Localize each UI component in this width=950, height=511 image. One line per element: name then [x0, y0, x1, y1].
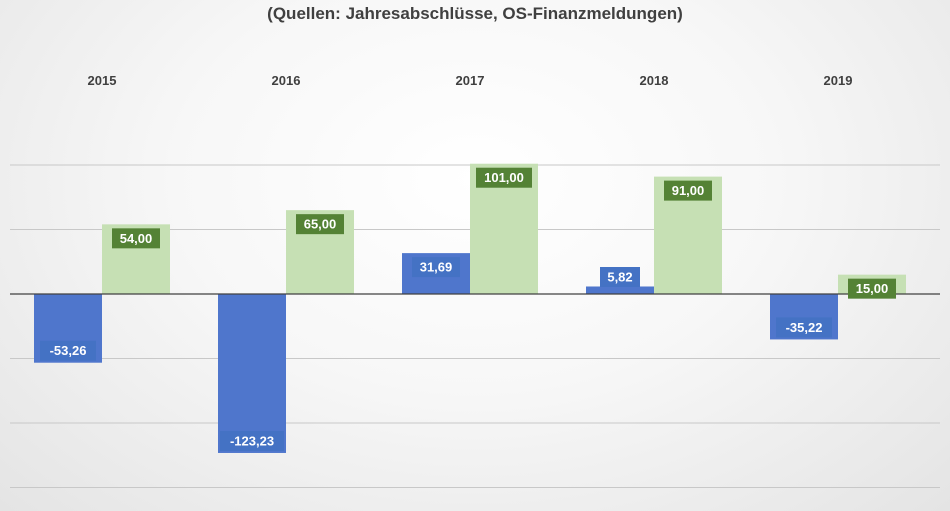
data-label-2016-s2: 65,00	[296, 214, 344, 235]
svg-text:31,69: 31,69	[420, 260, 453, 275]
category-label-2015: 2015	[87, 73, 117, 88]
svg-text:5,82: 5,82	[607, 270, 632, 285]
svg-text:15,00: 15,00	[856, 281, 889, 296]
svg-text:-35,22: -35,22	[786, 320, 823, 335]
data-label-2015-s2: 54,00	[112, 228, 160, 249]
svg-text:65,00: 65,00	[304, 217, 337, 232]
category-label-2018: 2018	[639, 73, 669, 88]
bar-2018-s1	[586, 286, 654, 294]
bar-2016-s1	[218, 294, 286, 453]
svg-text:91,00: 91,00	[672, 183, 705, 198]
category-label-2016: 2016	[271, 73, 301, 88]
data-label-2018-s2: 91,00	[664, 180, 712, 201]
data-label-2016-s1: -123,23	[220, 430, 284, 451]
category-label-2019: 2019	[823, 73, 853, 88]
svg-text:-123,23: -123,23	[230, 433, 274, 448]
svg-text:54,00: 54,00	[120, 231, 153, 246]
svg-text:101,00: 101,00	[484, 170, 524, 185]
data-label-2018-s1: 5,82	[600, 267, 640, 287]
data-label-2017-s2: 101,00	[476, 167, 532, 188]
data-label-2019-s1: -35,22	[776, 317, 832, 338]
chart-subtitle: (Quellen: Jahresabschlüsse, OS-Finanzmel…	[267, 4, 683, 23]
data-label-2015-s1: -53,26	[40, 340, 96, 361]
data-label-2019-s2: 15,00	[848, 278, 896, 299]
category-label-2017: 2017	[455, 73, 485, 88]
data-label-2017-s1: 31,69	[412, 257, 460, 278]
svg-text:-53,26: -53,26	[50, 343, 87, 358]
